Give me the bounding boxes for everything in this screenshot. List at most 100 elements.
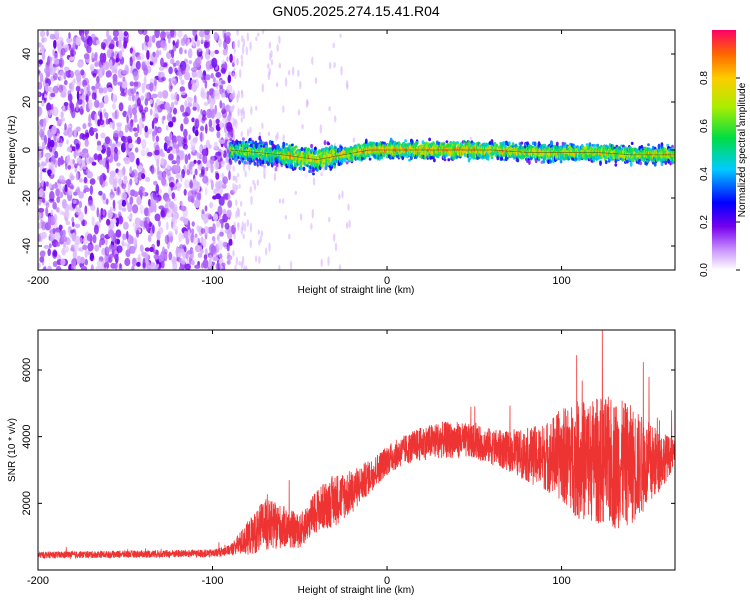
heatmap-noise-blob	[227, 74, 232, 84]
heatmap-ridge-cell	[380, 156, 383, 160]
heatmap-speckle	[255, 36, 258, 42]
heatmap-noise-blob	[144, 125, 148, 133]
heatmap-noise-blob	[202, 238, 207, 248]
heatmap-noise-blob	[215, 79, 219, 89]
heatmap-speckle	[288, 70, 291, 76]
heatmap-noise-blob	[205, 74, 211, 81]
heatmap-noise-blob	[51, 125, 57, 135]
heatmap-noise-blob	[93, 99, 100, 108]
heatmap-ridge-cell	[456, 141, 459, 145]
heatmap-speckle	[232, 187, 235, 193]
heatmap-noise-blob	[195, 129, 199, 137]
heatmap-speckle	[276, 43, 279, 53]
heatmap-noise-blob	[180, 79, 185, 85]
heatmap-noise-blob	[113, 254, 118, 260]
heatmap-noise-blob	[127, 187, 131, 196]
heatmap-noise-blob	[56, 133, 60, 142]
heatmap-ridge-cell	[415, 140, 419, 145]
heatmap-noise-blob	[155, 135, 160, 143]
heatmap-noise-blob	[118, 102, 124, 112]
heatmap-noise-blob	[45, 181, 49, 187]
heatmap-noise-blob	[174, 164, 180, 174]
heatmap-noise-blob	[89, 178, 96, 185]
heatmap-noise-blob	[105, 118, 109, 125]
heatmap-noise-blob	[140, 95, 145, 101]
heatmap-noise-blob	[39, 171, 43, 182]
heatmap-noise-blob	[192, 106, 197, 111]
heatmap-speckle	[297, 109, 301, 116]
heatmap-noise-blob	[182, 142, 185, 149]
heatmap-noise-blob	[196, 39, 201, 47]
heatmap-noise-blob	[196, 49, 200, 57]
heatmap-noise-blob	[67, 127, 73, 138]
heatmap-ridge-cell	[507, 141, 511, 145]
heatmap-marks	[38, 30, 675, 270]
heatmap-noise-blob	[152, 117, 158, 124]
heatmap-noise-blob	[93, 224, 99, 235]
heatmap-noise-blob	[137, 253, 141, 262]
heatmap-noise-blob	[197, 159, 202, 165]
heatmap-noise-blob	[82, 123, 87, 130]
heatmap-noise-blob	[175, 145, 180, 154]
heatmap-speckle	[246, 219, 249, 227]
heatmap-noise-blob	[222, 176, 228, 185]
heatmap-noise-blob	[89, 252, 94, 262]
heatmap-noise-blob	[223, 194, 230, 201]
heatmap-speckle	[233, 67, 236, 72]
heatmap-noise-blob	[47, 169, 52, 175]
heatmap-noise-blob	[111, 248, 115, 256]
heatmap-noise-blob	[227, 131, 233, 139]
heatmap-speckle	[310, 223, 313, 230]
heatmap-noise-blob	[86, 45, 92, 54]
heatmap-noise-blob	[89, 185, 93, 195]
heatmap-ridge-cell	[511, 142, 515, 147]
heatmap-noise-blob	[87, 200, 94, 207]
heatmap-noise-blob	[127, 215, 132, 220]
heatmap-noise-blob	[205, 186, 208, 196]
heatmap-noise-blob	[157, 71, 161, 80]
heatmap-noise-blob	[43, 265, 47, 270]
heatmap-noise-blob	[86, 233, 93, 242]
heatmap-noise-blob	[156, 238, 160, 247]
heatmap-noise-blob	[118, 215, 124, 225]
heatmap-speckle	[352, 137, 356, 144]
heatmap-ridge-cell	[245, 142, 249, 145]
heatmap-noise-blob	[136, 196, 142, 206]
heatmap-noise-blob	[44, 82, 50, 92]
heatmap-speckle	[291, 66, 295, 76]
heatmap-noise-blob	[100, 101, 105, 108]
heatmap-noise-blob	[184, 179, 190, 189]
heatmap-noise-blob	[168, 182, 175, 188]
heatmap-noise-blob	[106, 146, 111, 158]
heatmap-noise-blob	[176, 39, 180, 45]
heatmap-speckle	[240, 116, 243, 123]
heatmap-speckle	[306, 100, 309, 106]
heatmap-noise-blob	[65, 105, 68, 111]
heatmap-ridge-cell	[490, 139, 494, 144]
heatmap-noise-blob	[38, 207, 45, 213]
heatmap-noise-blob	[111, 103, 117, 110]
heatmap-noise-blob	[102, 174, 107, 181]
heatmap-ridge-cell	[274, 167, 278, 172]
heatmap-noise-blob	[82, 219, 85, 227]
heatmap-speckle	[236, 206, 239, 217]
heatmap-speckle	[252, 179, 255, 185]
heatmap-noise-blob	[87, 36, 93, 47]
heatmap-ridge-cell	[364, 138, 368, 144]
heatmap-ridge-cell	[291, 143, 294, 147]
heatmap-noise-blob	[213, 89, 220, 97]
heatmap-speckle	[242, 233, 245, 239]
heatmap-noise-blob	[209, 109, 217, 119]
heatmap-noise-blob	[42, 197, 46, 204]
heatmap-noise-blob	[75, 36, 81, 46]
heatmap-noise-blob	[200, 249, 204, 254]
heatmap-noise-blob	[164, 102, 171, 111]
heatmap-noise-blob	[132, 127, 138, 132]
heatmap-ridge-cell	[345, 161, 349, 165]
heatmap-noise-blob	[92, 128, 98, 132]
heatmap-noise-blob	[193, 159, 197, 164]
heatmap-noise-blob	[95, 132, 99, 140]
heatmap-noise-blob	[122, 242, 129, 247]
heatmap-noise-blob	[87, 90, 91, 97]
heatmap-speckle	[278, 198, 282, 204]
